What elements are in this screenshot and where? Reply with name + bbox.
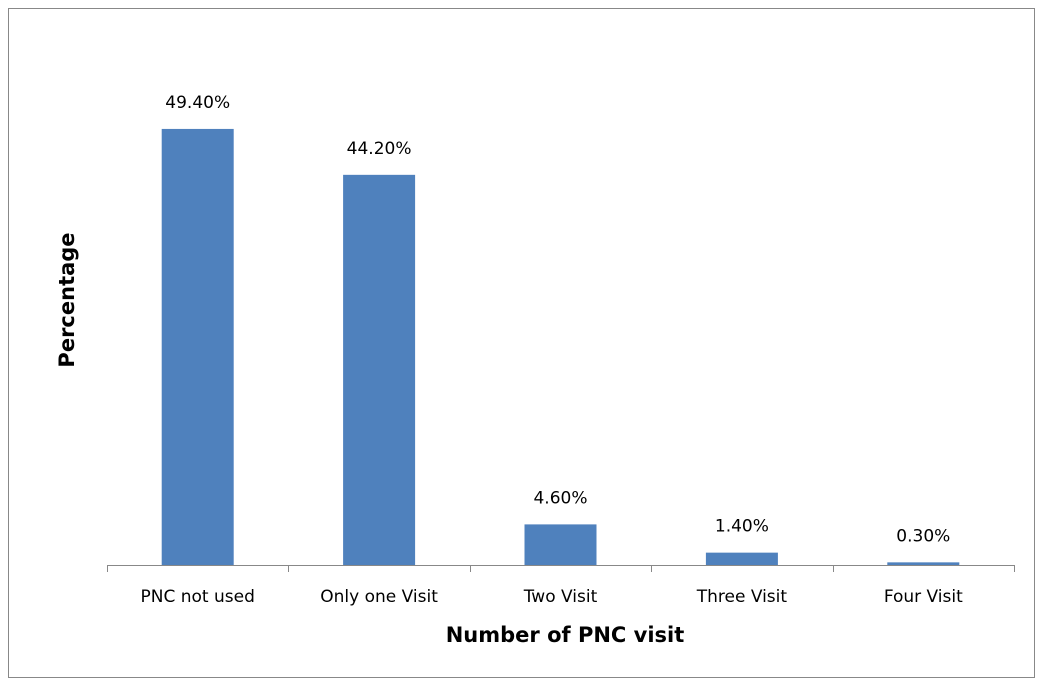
bar	[705, 552, 778, 565]
y-axis-title: Percentage	[55, 232, 79, 367]
x-tick-label: PNC not used	[141, 587, 255, 607]
value-label: 44.20%	[347, 139, 412, 159]
value-label: 0.30%	[896, 526, 950, 546]
x-tick-label: Two Visit	[523, 587, 598, 607]
x-axis-title: Number of PNC visit	[446, 623, 685, 647]
x-tick-label: Four Visit	[884, 587, 963, 607]
bar	[524, 524, 597, 565]
bar	[161, 128, 234, 565]
bar	[887, 562, 960, 565]
value-label: 4.60%	[533, 488, 587, 508]
bar	[343, 174, 416, 566]
value-label: 49.40%	[165, 93, 230, 113]
x-tick-label: Only one Visit	[320, 587, 438, 607]
value-label: 1.40%	[715, 517, 769, 537]
x-tick-label: Three Visit	[696, 587, 788, 607]
